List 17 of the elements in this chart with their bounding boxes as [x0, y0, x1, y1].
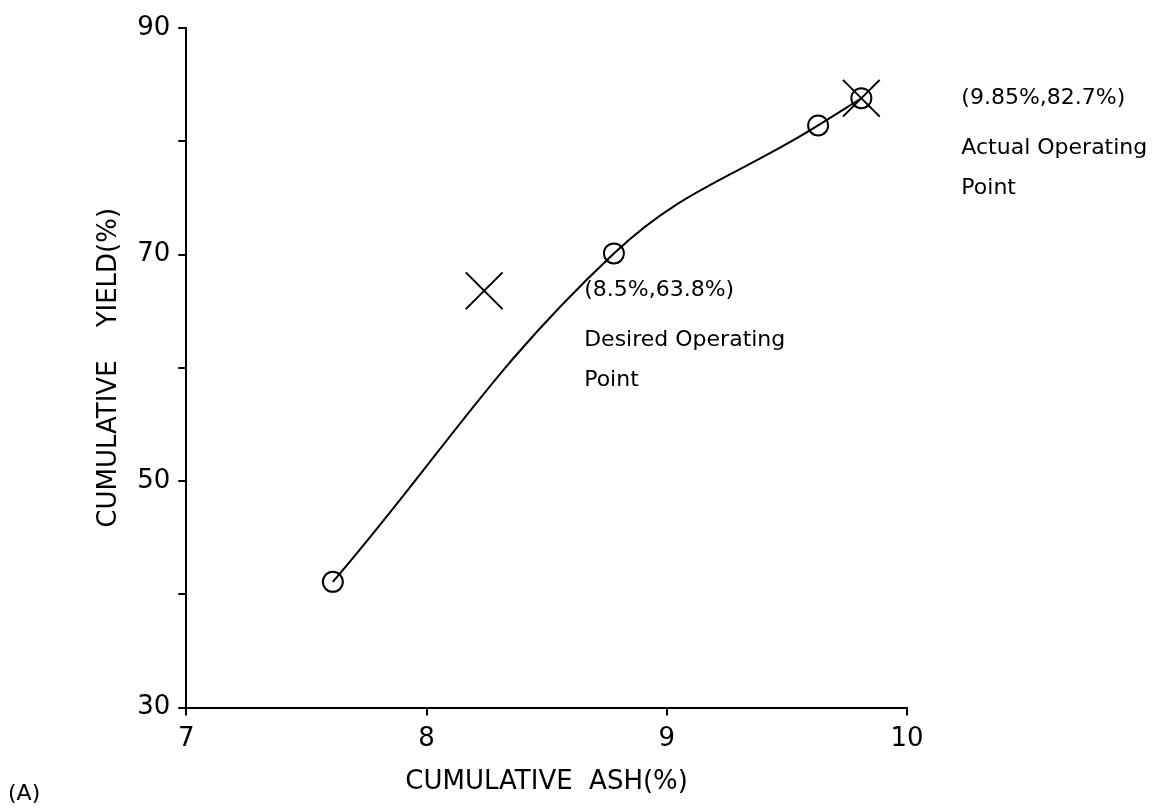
point — [321, 570, 344, 593]
y-tick-label: 90 — [137, 10, 171, 41]
point — [464, 271, 504, 311]
y-tick-label: 70 — [137, 237, 171, 268]
x-tick-label: 7 — [178, 721, 195, 752]
y-axis-title: CUMULATIVE YIELD(%) — [92, 207, 123, 528]
annotation: (8.5%,63.8%) Desired Operating Point — [584, 276, 786, 392]
y-tick-label: 50 — [137, 463, 171, 494]
x-tick-label: 8 — [418, 721, 435, 752]
point — [602, 242, 625, 265]
point — [807, 114, 830, 137]
text: (9.85%,82.7%) Actual Operating Point — [961, 83, 1148, 199]
y-tick-label: 30 — [137, 690, 171, 721]
x-axis-title: CUMULATIVE ASH(%) — [405, 765, 688, 796]
x-tick-label: 9 — [658, 721, 676, 752]
text: (A) — [8, 779, 41, 805]
x-tick-label: 10 — [890, 721, 924, 752]
